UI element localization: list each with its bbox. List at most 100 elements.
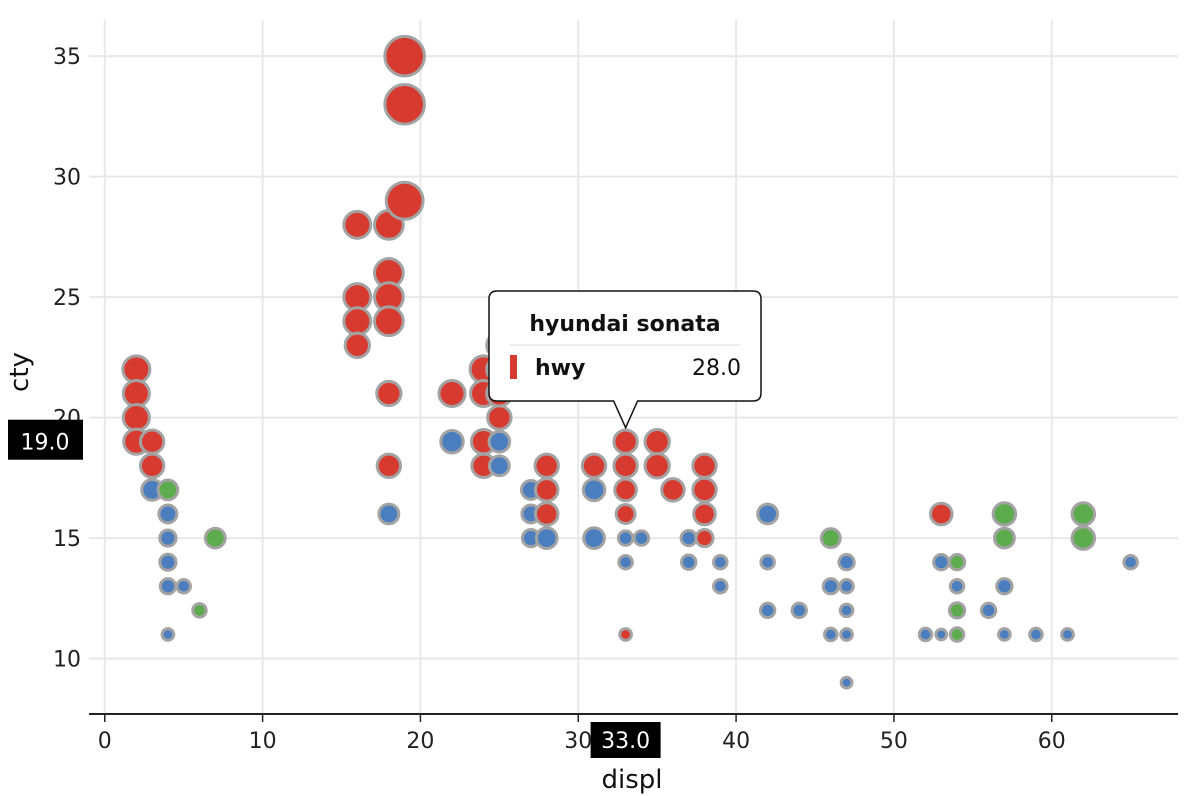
- data-point[interactable]: [372, 305, 405, 338]
- data-point[interactable]: [616, 529, 635, 547]
- data-point[interactable]: [121, 354, 152, 385]
- data-point[interactable]: [121, 403, 151, 433]
- data-point[interactable]: [534, 526, 559, 550]
- data-point[interactable]: [343, 331, 371, 359]
- data-point[interactable]: [377, 502, 401, 526]
- data-point[interactable]: [203, 526, 227, 550]
- data-point[interactable]: [617, 553, 634, 571]
- data-point[interactable]: [1122, 553, 1139, 571]
- x-tick-label: 60: [1038, 729, 1066, 754]
- data-point[interactable]: [121, 378, 151, 409]
- y-tick-label: 25: [53, 286, 81, 311]
- data-point[interactable]: [158, 577, 178, 596]
- data-point[interactable]: [1028, 626, 1044, 643]
- data-point[interactable]: [487, 429, 512, 454]
- data-point[interactable]: [375, 379, 403, 408]
- data-point[interactable]: [691, 452, 718, 479]
- data-point[interactable]: [992, 526, 1016, 550]
- data-point[interactable]: [643, 452, 671, 480]
- data-point[interactable]: [138, 428, 166, 455]
- data-point[interactable]: [157, 503, 179, 525]
- data-point[interactable]: [342, 209, 373, 240]
- data-point[interactable]: [582, 526, 606, 550]
- data-point[interactable]: [487, 454, 511, 478]
- y-tick-label: 10: [53, 648, 81, 673]
- data-point[interactable]: [692, 501, 717, 527]
- tooltip-series-value: 28.0: [692, 356, 741, 381]
- data-point[interactable]: [712, 553, 729, 571]
- data-point[interactable]: [1070, 525, 1097, 551]
- x-tick-label: 50: [880, 729, 908, 754]
- data-point[interactable]: [680, 553, 698, 571]
- data-point[interactable]: [612, 452, 639, 479]
- data-point[interactable]: [533, 477, 560, 503]
- data-point[interactable]: [1060, 627, 1075, 642]
- data-point[interactable]: [947, 601, 967, 620]
- data-point[interactable]: [837, 553, 856, 572]
- data-point[interactable]: [618, 627, 633, 642]
- data-point[interactable]: [437, 378, 467, 409]
- data-point[interactable]: [838, 578, 855, 595]
- data-point[interactable]: [991, 501, 1018, 527]
- data-point[interactable]: [979, 601, 998, 620]
- x-axis-title: displ: [601, 765, 662, 795]
- data-point[interactable]: [997, 627, 1012, 642]
- data-point[interactable]: [917, 626, 934, 643]
- data-point[interactable]: [533, 501, 560, 527]
- data-point[interactable]: [581, 477, 607, 503]
- data-point[interactable]: [613, 477, 638, 503]
- data-point[interactable]: [948, 578, 966, 595]
- data-point[interactable]: [643, 428, 671, 456]
- data-point[interactable]: [759, 553, 776, 571]
- data-point[interactable]: [383, 83, 426, 126]
- data-point[interactable]: [1070, 501, 1097, 527]
- x-tick-label: 30: [564, 729, 592, 754]
- data-point[interactable]: [679, 528, 698, 548]
- data-point[interactable]: [612, 428, 639, 455]
- data-point[interactable]: [486, 404, 513, 431]
- x-axis: 0 10 20 30 40 50 60: [89, 713, 1178, 754]
- data-point[interactable]: [191, 602, 208, 619]
- data-points[interactable]: [121, 34, 1139, 690]
- data-point[interactable]: [822, 626, 839, 643]
- data-point[interactable]: [790, 601, 808, 620]
- data-point[interactable]: [439, 428, 465, 455]
- data-point[interactable]: [384, 180, 425, 221]
- data-point[interactable]: [756, 502, 780, 526]
- data-point[interactable]: [175, 578, 192, 595]
- data-point[interactable]: [934, 627, 949, 642]
- data-point[interactable]: [660, 477, 686, 503]
- data-point[interactable]: [580, 452, 608, 479]
- data-point[interactable]: [533, 452, 560, 479]
- y-axis-title: cty: [5, 352, 35, 392]
- data-point[interactable]: [932, 553, 951, 572]
- data-point[interactable]: [758, 601, 777, 620]
- data-point[interactable]: [632, 529, 651, 547]
- data-point[interactable]: [138, 452, 166, 479]
- data-point[interactable]: [375, 452, 403, 479]
- x-tick-label: 20: [406, 729, 434, 754]
- y-tick-label: 15: [53, 527, 81, 552]
- data-point[interactable]: [160, 627, 176, 642]
- data-point[interactable]: [712, 578, 729, 595]
- data-point[interactable]: [821, 577, 840, 596]
- data-point[interactable]: [158, 528, 178, 548]
- data-point[interactable]: [158, 552, 178, 572]
- data-point[interactable]: [928, 501, 954, 527]
- data-point[interactable]: [383, 34, 426, 78]
- data-point[interactable]: [839, 627, 854, 642]
- data-point[interactable]: [156, 478, 180, 502]
- data-point[interactable]: [948, 626, 966, 643]
- data-point[interactable]: [819, 527, 842, 550]
- data-point[interactable]: [947, 553, 967, 572]
- data-point[interactable]: [694, 528, 715, 549]
- svg-text:33.0: 33.0: [601, 729, 650, 754]
- data-point[interactable]: [342, 306, 373, 337]
- data-point[interactable]: [838, 602, 855, 619]
- data-point[interactable]: [614, 503, 637, 525]
- data-point[interactable]: [995, 577, 1014, 596]
- tooltip: hyundai sonata hwy 28.0: [488, 290, 762, 430]
- data-point[interactable]: [839, 675, 854, 690]
- data-point[interactable]: [691, 476, 718, 504]
